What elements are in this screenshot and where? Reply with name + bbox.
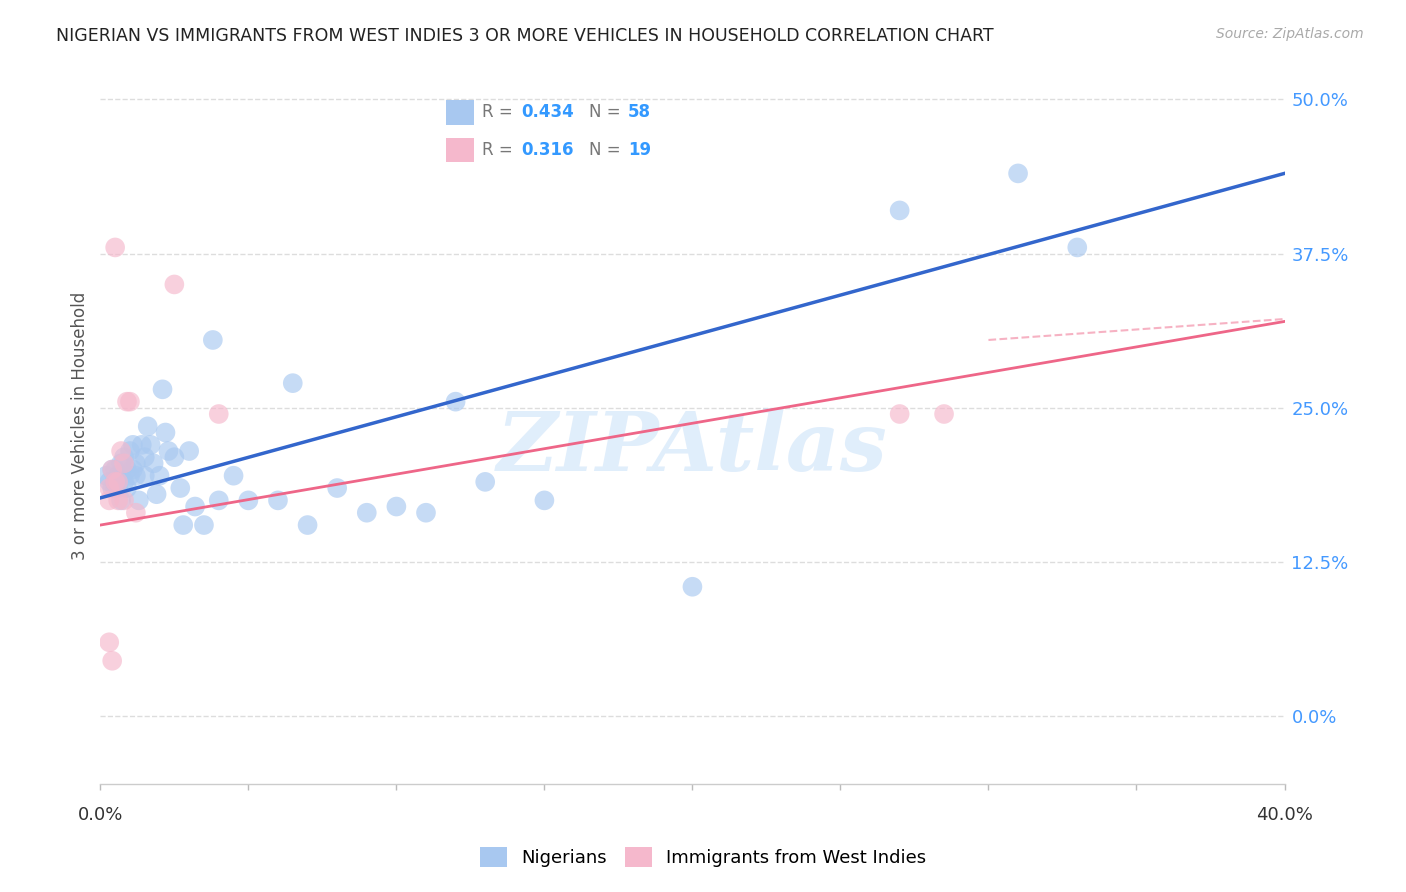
Point (107, 475, 129, 489)
Point (107, 493, 129, 508)
Text: NIGERIAN VS IMMIGRANTS FROM WEST INDIES 3 OR MORE VEHICLES IN HOUSEHOLD CORRELAT: NIGERIAN VS IMMIGRANTS FROM WEST INDIES … (56, 27, 994, 45)
Point (98, 475, 121, 489)
Point (104, 475, 127, 489)
Point (112, 456, 135, 470)
Point (98, 481, 121, 495)
Y-axis label: 3 or more Vehicles in Household: 3 or more Vehicles in Household (72, 293, 89, 560)
Point (115, 394, 138, 409)
Point (148, 468, 170, 483)
Point (122, 462, 145, 476)
Point (104, 475, 127, 489)
Point (104, 462, 127, 476)
Point (110, 468, 132, 483)
Point (145, 487, 167, 501)
Point (201, 333, 224, 347)
Point (112, 450, 135, 465)
Text: ZIPAtlas: ZIPAtlas (496, 408, 887, 488)
Legend: Nigerians, Immigrants from West Indies: Nigerians, Immigrants from West Indies (472, 839, 934, 874)
Point (115, 481, 138, 495)
Point (1066, 240, 1088, 254)
Point (267, 493, 290, 508)
Point (155, 425, 177, 440)
Point (96, 468, 118, 483)
Point (125, 506, 148, 520)
Point (152, 382, 174, 396)
Point (101, 462, 124, 476)
Point (122, 438, 145, 452)
Point (326, 481, 349, 495)
Point (101, 462, 124, 476)
Point (142, 456, 165, 470)
Point (208, 493, 231, 508)
Point (208, 407, 231, 421)
Point (107, 468, 129, 483)
Text: 40.0%: 40.0% (1256, 806, 1313, 824)
Point (110, 456, 132, 470)
Point (297, 518, 319, 533)
Point (179, 444, 201, 458)
Point (385, 500, 408, 514)
Point (134, 468, 156, 483)
Point (104, 481, 127, 495)
Point (125, 468, 148, 483)
Point (115, 462, 138, 476)
Point (101, 481, 124, 495)
Point (118, 468, 141, 483)
Point (238, 493, 260, 508)
Point (136, 419, 159, 434)
Text: Source: ZipAtlas.com: Source: ZipAtlas.com (1216, 27, 1364, 41)
Point (118, 444, 141, 458)
Point (118, 394, 141, 409)
Text: 0.0%: 0.0% (77, 806, 124, 824)
Point (163, 277, 186, 292)
Point (281, 376, 304, 391)
Point (356, 506, 378, 520)
Point (112, 475, 135, 489)
Point (889, 407, 911, 421)
Point (444, 394, 467, 409)
Point (134, 450, 156, 465)
Point (415, 506, 437, 520)
Point (474, 475, 496, 489)
Point (139, 438, 162, 452)
Point (128, 493, 150, 508)
Point (110, 493, 132, 508)
Point (932, 407, 955, 421)
Point (889, 203, 911, 218)
Point (107, 481, 129, 495)
Point (98, 493, 121, 508)
Point (222, 468, 245, 483)
Point (98, 635, 121, 649)
Point (1007, 166, 1029, 180)
Point (112, 493, 135, 508)
Point (101, 654, 124, 668)
Point (169, 481, 191, 495)
Point (193, 518, 215, 533)
Point (157, 444, 180, 458)
Point (131, 438, 153, 452)
Point (184, 500, 207, 514)
Point (163, 450, 186, 465)
Point (533, 493, 555, 508)
Point (125, 456, 148, 470)
Point (172, 518, 194, 533)
Point (104, 240, 127, 254)
Point (681, 580, 703, 594)
Point (110, 444, 132, 458)
